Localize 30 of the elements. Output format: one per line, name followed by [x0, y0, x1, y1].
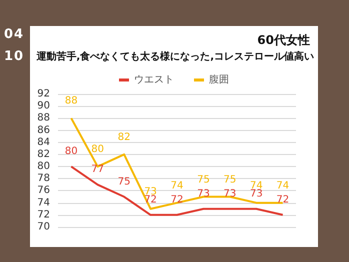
- chart-title: 60代女性: [257, 33, 310, 47]
- data-label: 80: [64, 146, 78, 158]
- y-tick-label: 88: [37, 112, 50, 124]
- y-tick-label: 76: [37, 185, 50, 196]
- data-label: 72: [276, 194, 290, 206]
- data-label: 88: [64, 96, 78, 107]
- data-label: 74: [170, 180, 184, 192]
- data-label: 82: [118, 132, 130, 143]
- y-tick-label: 78: [37, 173, 50, 184]
- data-label: 75: [197, 174, 210, 186]
- y-tick-label: 84: [37, 136, 50, 148]
- text: 10: [4, 48, 24, 66]
- data-label: 75: [118, 176, 130, 188]
- y-tick-label: 72: [37, 209, 50, 220]
- y-tick-label: 90: [37, 100, 50, 112]
- legend-label: ウエスト: [134, 74, 174, 86]
- chart-subtitle: 運動苦手,食べなくても太る様になった,コレステロール値高い: [35, 50, 314, 62]
- y-tick-label: 80: [37, 161, 50, 172]
- data-label: 74: [276, 180, 290, 192]
- legend-label: 腹囲: [209, 74, 229, 86]
- y-tick-label: 82: [37, 148, 50, 160]
- data-label: 80: [91, 144, 104, 156]
- y-tick-label: 74: [37, 197, 50, 208]
- y-tick-label: 92: [37, 88, 50, 100]
- y-tick-label: 86: [37, 124, 50, 136]
- data-label: 75: [224, 174, 236, 186]
- data-label: 73: [250, 188, 263, 200]
- text: 04: [4, 26, 24, 44]
- data-label: 77: [91, 164, 104, 176]
- y-tick-label: 70: [37, 222, 50, 232]
